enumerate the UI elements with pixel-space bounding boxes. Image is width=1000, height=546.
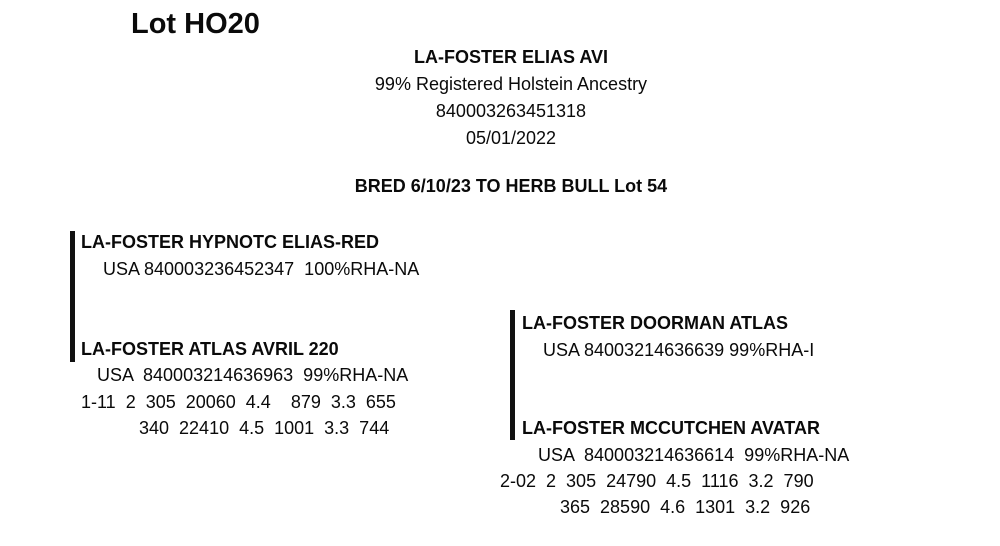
birth-date: 05/01/2022: [465, 128, 557, 148]
registration-number: 840003263451318: [435, 101, 587, 121]
lactation-record-line: 1-11 2 305 20060 4.4 879 3.3 655: [81, 392, 396, 412]
pedigree-entry-name: LA-FOSTER ATLAS AVRIL 220: [81, 339, 339, 359]
pedigree-bracket-bar-right: [510, 310, 515, 440]
lot-number-title: Lot HO20: [131, 8, 260, 40]
lactation-record-line: 365 28590 4.6 1301 3.2 926: [560, 497, 811, 517]
lactation-record-line: 340 22410 4.5 1001 3.3 744: [139, 418, 390, 438]
animal-header-block: LA-FOSTER ELIAS AVI 99% Registered Holst…: [22, 44, 1000, 152]
lactation-record-line: 2-02 2 305 24790 4.5 1116 3.2 790: [500, 471, 814, 491]
animal-name: LA-FOSTER ELIAS AVI: [413, 47, 608, 67]
pedigree-entry-registration: USA 840003236452347 100%RHA-NA: [103, 259, 420, 279]
pedigree-entry-name: LA-FOSTER MCCUTCHEN AVATAR: [522, 418, 820, 438]
bred-status-line: BRED 6/10/23 TO HERB BULL Lot 54: [354, 176, 668, 196]
pedigree-bracket-bar-left: [70, 231, 75, 362]
pedigree-entry-name: LA-FOSTER DOORMAN ATLAS: [522, 313, 788, 333]
pedigree-entry-registration: USA 840003214636614 99%RHA-NA: [538, 445, 850, 465]
pedigree-entry-name: LA-FOSTER HYPNOTC ELIAS-RED: [81, 232, 380, 252]
pedigree-entry-registration: USA 840003214636963 99%RHA-NA: [97, 365, 409, 385]
pedigree-entry-registration: USA 84003214636639 99%RHA-I: [543, 340, 815, 360]
ancestry-line: 99% Registered Holstein Ancestry: [374, 74, 648, 94]
